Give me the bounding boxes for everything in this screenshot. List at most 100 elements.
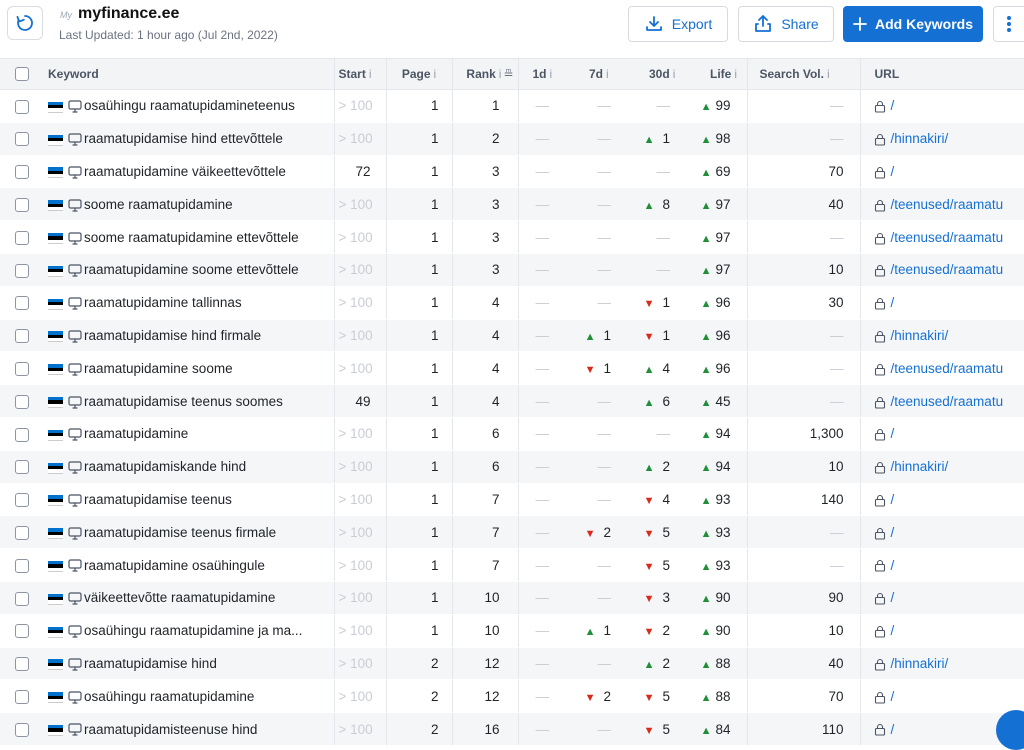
url-link[interactable]: / [890,98,895,114]
share-button[interactable]: Share [738,6,834,42]
keyword-cell[interactable]: raamatupidamine soome [44,351,334,386]
row-checkbox[interactable] [15,493,29,508]
table-row[interactable]: raamatupidamise teenus firmale > 100 1 7— ▼ 2… [0,515,1024,550]
table-row[interactable]: raamatupidamine tallinnas > 100 1 4— — ▼ 1 ▲ 96 3… [0,286,1024,320]
keyword-cell[interactable]: raamatupidamine soome ettevõttele [44,253,334,287]
url-link[interactable]: / [890,721,895,737]
keyword-cell[interactable]: väikeettevõtte raamatupidamine [44,581,334,615]
row-checkbox[interactable] [15,165,29,180]
url-link[interactable]: / [890,295,895,311]
table-row[interactable]: raamatupidamine osaühingule > 100 1 7— — ▼ 5 ▲ 9… [0,548,1024,582]
info-icon[interactable]: i [672,67,676,81]
keyword-cell[interactable]: soome raamatupidamine ettevõttele [44,220,334,254]
keyword-cell[interactable]: raamatupidamisteenuse hind [44,712,334,746]
keyword-cell[interactable]: raamatupidamise teenus [44,483,334,517]
row-checkbox[interactable] [15,558,29,573]
table-row[interactable]: osaühingu raamatupidamine ja ma... > 100 1… [0,614,1024,648]
keyword-cell[interactable]: raamatupidamine väikeettevõttele [44,155,334,189]
row-checkbox[interactable] [15,657,29,672]
keyword-cell[interactable]: raamatupidamine [44,417,334,451]
more-options-button[interactable] [993,6,1024,42]
row-checkbox[interactable] [15,132,29,147]
url-link[interactable]: /hinnakiri/ [890,327,949,343]
info-icon[interactable]: i [433,67,437,81]
keyword-cell[interactable]: raamatupidamise teenus soomes [44,384,334,418]
table-row[interactable]: raamatupidamine väikeettevõttele 72 1 3 — — — ▲… [0,155,1024,189]
url-link[interactable]: / [890,491,895,507]
table-row[interactable]: osaühingu raamatupidamineteenus > 100 1 1 — —… [0,89,1024,123]
row-checkbox[interactable] [15,296,29,311]
row-checkbox[interactable] [15,263,29,278]
col-url[interactable]: URL [859,58,1024,90]
table-row[interactable]: raamatupidamine soome ettevõttele > 100 1 3… [0,253,1024,287]
keyword-cell[interactable]: osaühingu raamatupidamine ja ma... [44,614,334,648]
table-row[interactable]: raamatupidamise hind ettevõttele > 100 1 2 —… [0,122,1024,156]
url-link[interactable]: /teenused/raamatu [890,393,1004,409]
table-row[interactable]: raamatupidamise hind > 100 2 12— — ▲ 2 ▲ 88 40/hi… [0,647,1024,681]
row-checkbox[interactable] [15,361,29,376]
keyword-cell[interactable]: osaühingu raamatupidamine [44,679,334,714]
keyword-cell[interactable]: raamatupidamise hind firmale [44,319,334,353]
select-all-checkbox[interactable] [15,67,29,82]
row-checkbox[interactable] [15,591,29,606]
url-link[interactable]: / [890,426,895,442]
table-row[interactable]: osaühingu raamatupidamine > 100 2 12— ▼ 2 ▼ 5 ▲ 8… [0,679,1024,714]
info-icon[interactable]: i [606,67,609,81]
info-icon[interactable]: i [368,67,372,81]
row-checkbox[interactable] [15,99,29,114]
table-row[interactable]: raamatupidamisteenuse hind > 100 2 16— — ▼ 5 ▲ 8… [0,712,1024,746]
row-checkbox[interactable] [15,198,29,212]
url-link[interactable]: / [890,557,895,573]
row-checkbox[interactable] [15,689,29,704]
url-link[interactable]: / [890,688,895,704]
export-button[interactable]: Export [628,6,728,42]
keyword-cell[interactable]: raamatupidamise hind [44,647,334,681]
add-keywords-button[interactable]: Add Keywords [843,6,983,42]
row-checkbox[interactable] [15,525,29,540]
col-page[interactable]: Page i [385,58,452,90]
table-row[interactable]: raamatupidamine > 100 1 6 — — — ▲ 94 1,300 / [0,417,1024,451]
url-link[interactable]: /teenused/raamatu [890,360,1004,376]
row-checkbox[interactable] [15,329,29,344]
keyword-cell[interactable]: osaühingu raamatupidamineteenus [44,89,334,123]
col-rank[interactable]: Rank i ≞ [451,58,518,90]
row-checkbox[interactable] [15,394,29,409]
col-30d[interactable]: 30d i [629,58,688,90]
url-link[interactable]: /hinnakiri/ [890,655,949,671]
keyword-cell[interactable]: raamatupidamine tallinnas [44,286,334,320]
table-row[interactable]: raamatupidamise hind firmale > 100 1 4— ▲ 1 ▼ 1… [0,319,1024,353]
table-row[interactable]: raamatupidamise teenus > 100 1 7— — ▼ 4 ▲ 93 140/ [0,483,1024,517]
url-link[interactable]: /hinnakiri/ [890,459,949,475]
table-row[interactable]: raamatupidamise teenus soomes 49 1 4— — ▲ 6 ▲ 45… [0,384,1024,418]
url-link[interactable]: /teenused/raamatu [890,229,1004,245]
keyword-cell[interactable]: raamatupidamise hind ettevõttele [44,122,334,156]
info-icon[interactable]: i [826,67,830,81]
table-row[interactable]: väikeettevõtte raamatupidamine > 100 1 10 — —… [0,581,1024,615]
row-checkbox[interactable] [15,624,29,639]
keyword-cell[interactable]: soome raamatupidamine [44,187,334,222]
info-icon[interactable]: i [498,67,502,81]
url-link[interactable]: /teenused/raamatu [890,262,1004,278]
row-checkbox[interactable] [15,427,29,442]
url-link[interactable]: /teenused/raamatu [890,196,1004,212]
col-keyword[interactable]: Keyword [44,58,334,90]
col-life[interactable]: Life i [688,58,747,90]
url-link[interactable]: / [890,623,895,639]
row-checkbox[interactable] [15,460,29,475]
url-link[interactable]: / [890,590,895,606]
row-checkbox[interactable] [15,722,29,737]
sort-icon[interactable]: ≞ [503,67,514,81]
refresh-button[interactable] [7,6,43,40]
col-search-volume[interactable]: Search Vol. i [746,58,860,90]
table-row[interactable]: raamatupidamine soome > 100 1 4— ▼ 1 ▲ 4 ▲ 96—/te… [0,351,1024,386]
info-icon[interactable]: i [549,67,553,81]
keyword-cell[interactable]: raamatupidamiskande hind [44,450,334,484]
col-start[interactable]: Start i [333,58,386,90]
table-row[interactable]: soome raamatupidamine ettevõttele > 100 1 3… [0,220,1024,254]
row-checkbox[interactable] [15,230,29,245]
table-row[interactable]: soome raamatupidamine > 100 1 3— — ▲ 8 ▲ 97 40/te… [0,187,1024,222]
col-7d[interactable]: 7d i [573,58,629,90]
url-link[interactable]: / [890,524,895,540]
url-link[interactable]: /hinnakiri/ [890,131,949,147]
keyword-cell[interactable]: raamatupidamine osaühingule [44,548,334,582]
